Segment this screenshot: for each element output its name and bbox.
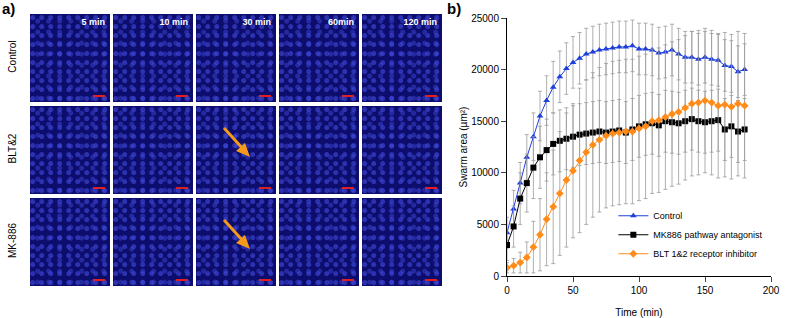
html-text:Control: Control xyxy=(6,40,18,73)
svg-text:25000: 25000 xyxy=(471,13,499,24)
svg-text:5000: 5000 xyxy=(477,219,500,230)
html-text:10 min: 10 min xyxy=(159,17,188,27)
svg-text:0: 0 xyxy=(493,271,499,282)
svg-text:20000: 20000 xyxy=(471,64,499,75)
svg-text:10000: 10000 xyxy=(471,167,499,178)
html-text:60min: 60min xyxy=(328,17,354,27)
svg-text:MK886 pathway antagonist: MK886 pathway antagonist xyxy=(653,230,762,240)
svg-text:Control: Control xyxy=(653,211,682,221)
svg-text:15000: 15000 xyxy=(471,116,499,127)
html-text:5 min: 5 min xyxy=(81,17,105,27)
svg-text:50: 50 xyxy=(567,285,579,296)
html-text:120 min: 120 min xyxy=(403,17,437,27)
html-text:b): b) xyxy=(447,0,462,17)
html-text:BLT&2: BLT&2 xyxy=(6,133,18,164)
svg-text:150: 150 xyxy=(697,285,714,296)
html-text:a): a) xyxy=(2,0,16,17)
svg-text:100: 100 xyxy=(631,285,648,296)
html-text:30 min: 30 min xyxy=(242,17,271,27)
svg-text:Time (min): Time (min) xyxy=(615,307,662,318)
html-text:MK-886: MK-886 xyxy=(6,223,18,258)
svg-text:Swarm area (µm²): Swarm area (µm²) xyxy=(458,107,469,188)
svg-text:200: 200 xyxy=(763,285,780,296)
svg-text:BLT 1&2 receptor inhibitor: BLT 1&2 receptor inhibitor xyxy=(653,249,757,259)
svg-text:0: 0 xyxy=(504,285,510,296)
